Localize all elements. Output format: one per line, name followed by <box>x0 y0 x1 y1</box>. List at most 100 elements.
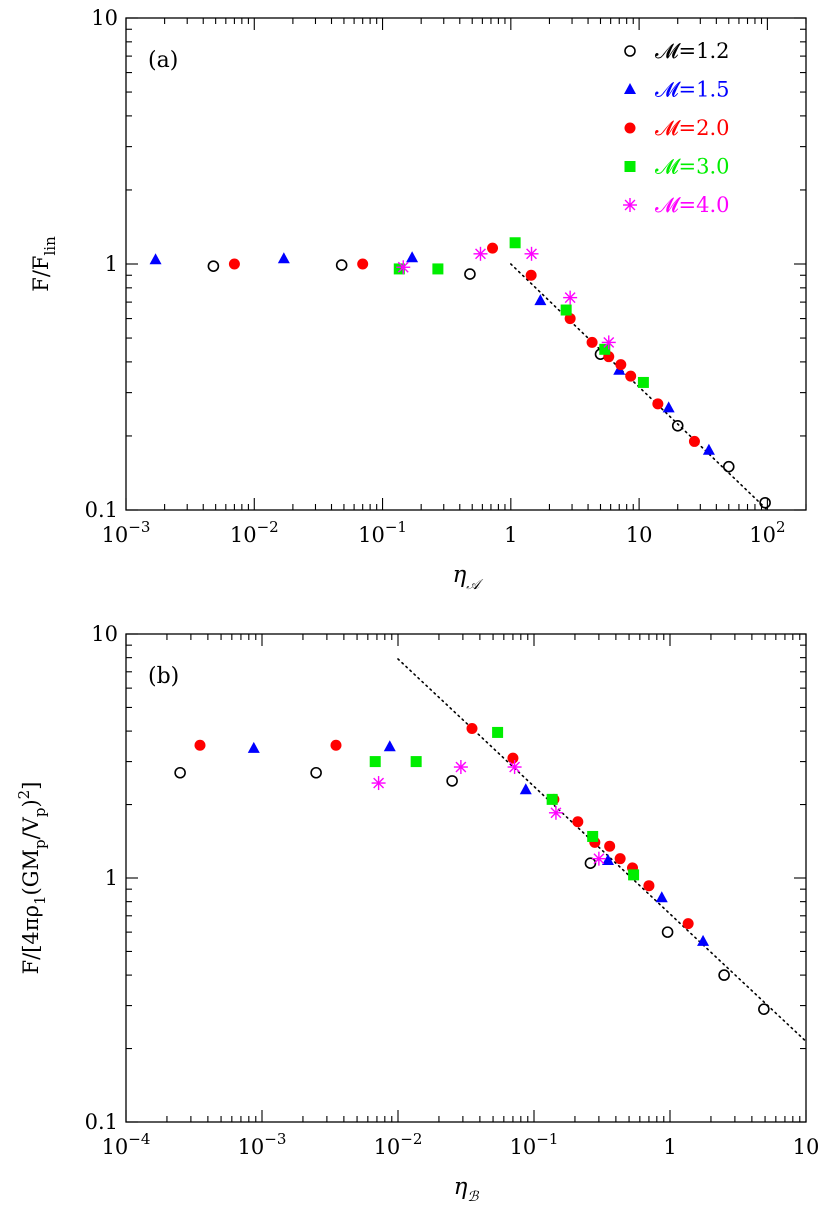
data-point <box>174 766 186 779</box>
data-point <box>655 891 668 903</box>
data-point <box>464 268 476 280</box>
data-point <box>759 496 771 509</box>
x-tick-label: 1 <box>663 1135 676 1159</box>
data-point <box>369 756 381 768</box>
data-point <box>688 435 700 447</box>
legend-marker <box>624 45 636 57</box>
data-point <box>718 969 730 981</box>
data-point <box>661 926 674 938</box>
panel-a-label: (a) <box>148 48 178 73</box>
y-tick-label: 1 <box>105 866 118 890</box>
x-tick-label: 10−4 <box>102 1130 151 1159</box>
data-point <box>615 359 627 371</box>
legend-marker <box>624 83 636 94</box>
panel-a: (a) 𝓜=1.2𝓜=1.5𝓜=2.0𝓜=3.0𝓜=4.0 10−3 10−2 10… <box>29 6 807 593</box>
series-3 <box>194 722 694 930</box>
data-point <box>525 269 537 281</box>
x-tick-label: 10−1 <box>510 1130 559 1159</box>
data-point <box>599 343 611 355</box>
data-point <box>396 260 411 275</box>
data-point <box>383 740 396 752</box>
data-point <box>487 242 499 254</box>
data-point <box>563 290 578 305</box>
fit-line <box>397 658 807 1043</box>
series-4 <box>369 726 640 881</box>
data-point <box>614 853 626 865</box>
data-point <box>572 816 584 828</box>
data-point <box>534 294 547 306</box>
data-point <box>247 741 260 753</box>
data-point <box>604 840 616 852</box>
data-point <box>393 263 405 275</box>
data-point <box>586 336 598 348</box>
panel-b-label: (b) <box>148 664 179 689</box>
series-5 <box>396 246 616 350</box>
data-point <box>584 857 597 869</box>
data-point <box>601 335 616 350</box>
data-point <box>406 251 419 263</box>
data-point <box>546 793 558 805</box>
x-tick-label: 10−2 <box>374 1130 423 1159</box>
legend-label: 𝓜=1.5 <box>655 78 730 102</box>
y-axis-label: F/Flin <box>29 236 59 292</box>
data-point <box>466 722 478 734</box>
legend-marker <box>624 122 636 134</box>
series-1 <box>207 259 771 509</box>
legend-label: 𝓜=3.0 <box>655 155 730 179</box>
legend-marker <box>624 161 636 172</box>
data-point <box>652 398 664 410</box>
series-2 <box>149 251 715 455</box>
data-point <box>548 805 563 820</box>
x-tick-label: 10−2 <box>230 518 279 547</box>
x-tick-label: 10−3 <box>238 1130 287 1159</box>
x-tick-label: 102 <box>749 518 785 547</box>
data-point <box>432 263 444 275</box>
data-point <box>524 246 539 261</box>
y-tick-label: 0.1 <box>85 1110 118 1134</box>
data-point <box>722 460 735 473</box>
data-point <box>682 918 694 930</box>
data-point <box>310 766 322 779</box>
data-point <box>507 760 522 775</box>
x-tick-label: 10 <box>793 1135 820 1159</box>
y-tick-label: 10 <box>91 6 118 30</box>
data-point <box>591 851 606 866</box>
data-point <box>560 304 572 316</box>
legend-label: 𝓜=1.2 <box>655 39 730 63</box>
data-point <box>410 756 422 768</box>
y-axis-label: F/[4πρ1(GMp/Vp)2] <box>15 782 49 975</box>
plot-frame <box>125 633 807 1123</box>
x-tick-label: 10−3 <box>102 518 151 547</box>
panel-a-legend: 𝓜=1.2 𝓜=1.5 𝓜=2.0 𝓜=3.0 𝓜=4.0 <box>623 39 730 217</box>
y-tick-label: 0.1 <box>85 498 118 522</box>
data-point <box>330 739 342 751</box>
panel-b: (b) 10−4 10−3 10−2 10−1 1 10 0.1 1 10 ηℬ F/[4πρ1(G… <box>15 622 819 1205</box>
data-point <box>671 419 684 432</box>
series-4 <box>393 237 649 388</box>
x-tick-label: 10−1 <box>358 518 407 547</box>
data-point <box>194 739 206 751</box>
data-point <box>207 260 220 272</box>
data-point <box>628 869 640 881</box>
data-point <box>662 401 675 413</box>
series-2 <box>247 740 710 946</box>
y-tick-label: 10 <box>91 622 118 646</box>
data-point <box>519 783 532 795</box>
x-axis-label: η𝒜 <box>452 562 483 593</box>
data-point <box>637 376 649 388</box>
data-point <box>587 830 599 842</box>
data-point <box>149 253 162 265</box>
data-point <box>335 259 348 271</box>
legend-marker <box>623 198 637 212</box>
data-point <box>453 760 468 775</box>
data-point <box>277 252 290 264</box>
data-point <box>473 246 488 261</box>
x-tick-label: 1 <box>504 523 517 547</box>
x-axis-label: ηℬ <box>454 1174 480 1205</box>
data-point <box>446 775 458 787</box>
y-tick-label: 1 <box>105 252 118 276</box>
data-point <box>702 443 715 455</box>
data-point <box>758 1003 770 1015</box>
series-1 <box>174 766 770 1015</box>
